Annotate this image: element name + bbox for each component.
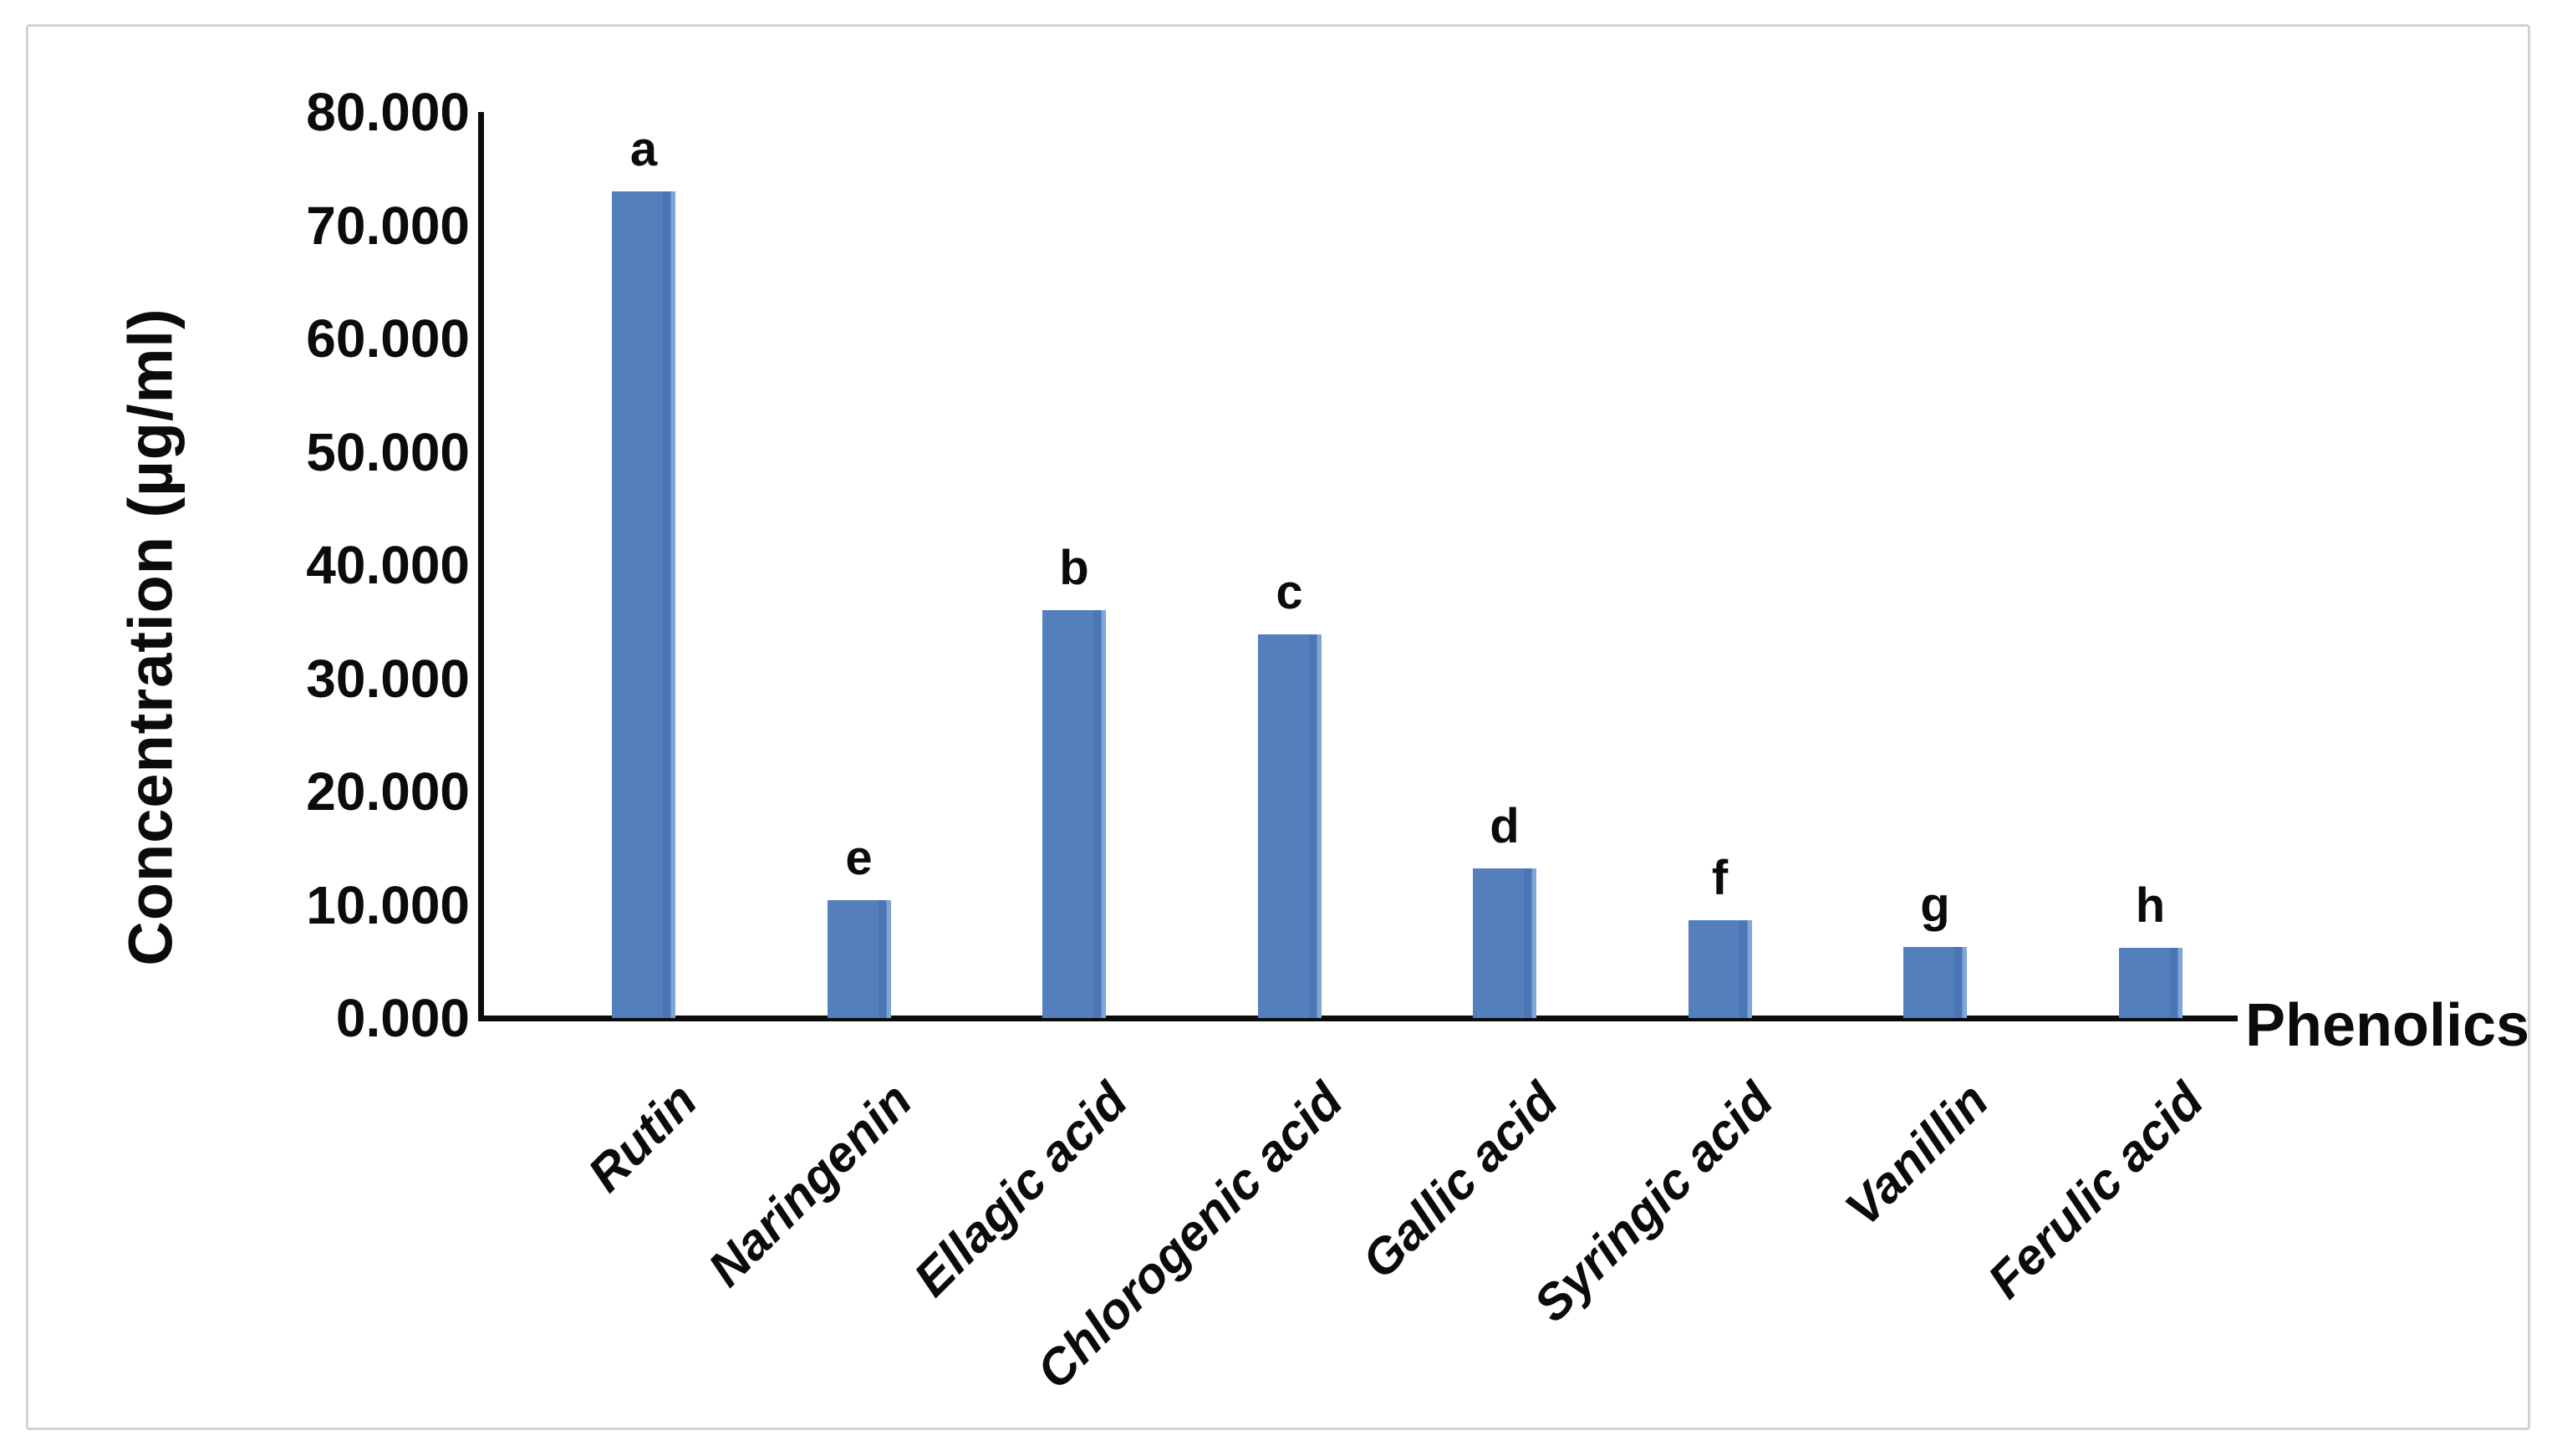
x-axis-title: Phenolics [2245, 992, 2530, 1059]
significance-letter: c [1276, 564, 1303, 619]
significance-letter: b [1059, 541, 1089, 596]
significance-letter: a [629, 121, 658, 176]
bar [1042, 610, 1106, 1018]
bar [1257, 634, 1322, 1018]
significance-letter: e [845, 831, 873, 886]
y-tick-label: 50.000 [306, 421, 470, 482]
significance-letter: g [1920, 877, 1950, 932]
significance-letter: d [1490, 799, 1520, 854]
y-tick-label: 30.000 [306, 648, 470, 709]
bar [827, 900, 891, 1018]
y-tick-label: 0.000 [335, 988, 470, 1048]
y-tick-label: 60.000 [306, 308, 470, 369]
y-tick-label: 70.000 [306, 195, 470, 256]
significance-letter: f [1711, 851, 1729, 906]
y-tick-label: 80.000 [306, 82, 470, 142]
y-tick-label: 20.000 [306, 761, 470, 822]
x-axis-line [478, 1016, 2238, 1021]
y-tick-label: 10.000 [306, 874, 470, 935]
y-tick-label: 40.000 [306, 535, 470, 595]
y-axis-title: Concentration (µg/ml) [115, 308, 186, 966]
bar [612, 191, 675, 1018]
y-axis-line [478, 112, 484, 1021]
bar [1903, 946, 1967, 1018]
significance-letter: h [2135, 878, 2166, 933]
figure-border [26, 24, 2530, 1430]
bar [1688, 920, 1752, 1018]
bar [1473, 868, 1536, 1018]
bar [2118, 947, 2183, 1018]
